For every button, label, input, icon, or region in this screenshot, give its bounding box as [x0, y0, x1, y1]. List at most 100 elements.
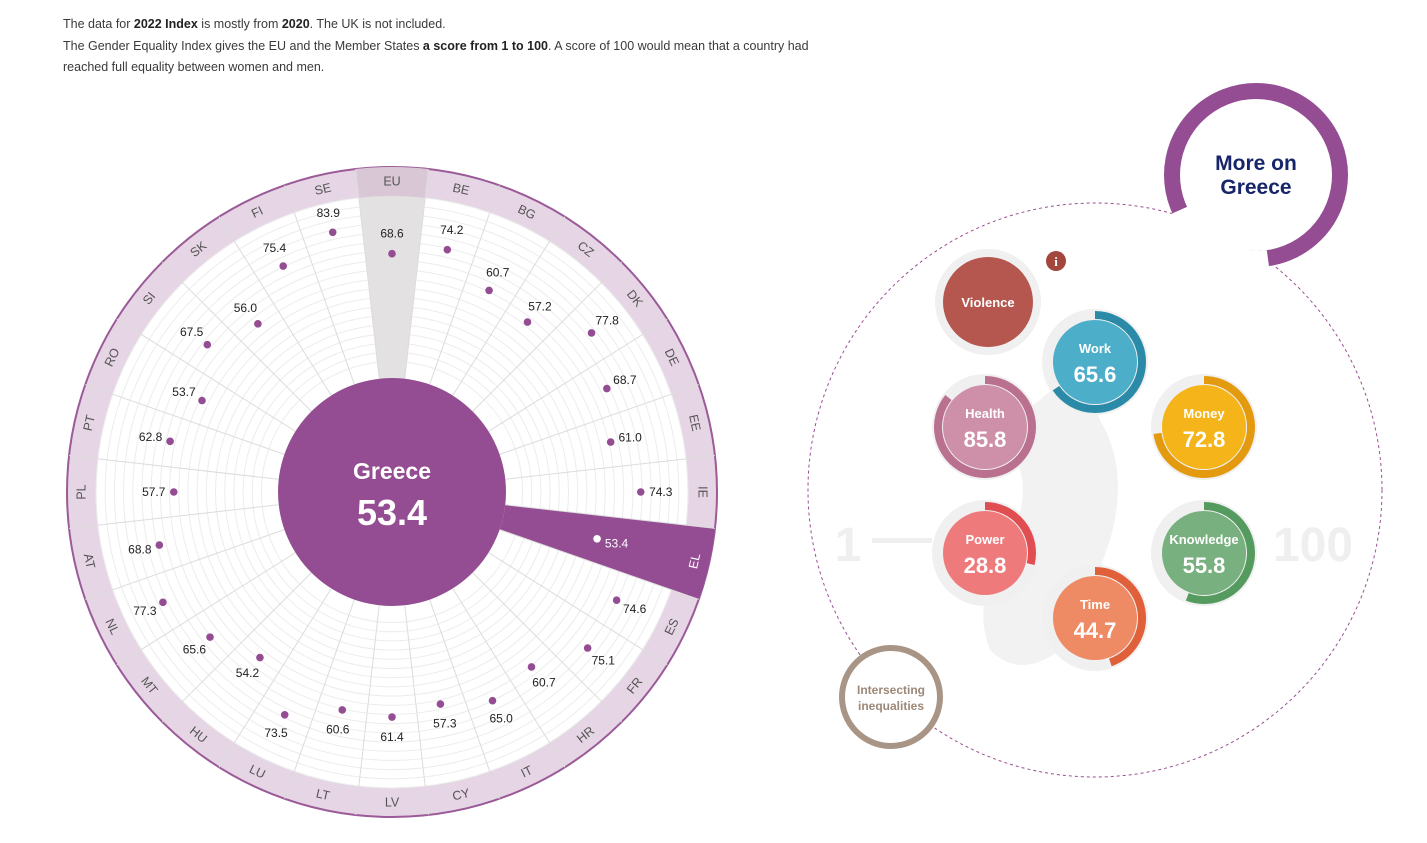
dot-eu[interactable] — [388, 249, 396, 258]
country-label-lt[interactable]: LT — [315, 786, 332, 803]
dot-ro[interactable] — [198, 396, 206, 405]
value-label-mt: 65.6 — [183, 643, 207, 657]
dot-mt[interactable] — [206, 633, 214, 641]
dot-fi[interactable] — [279, 262, 287, 270]
dot-hr[interactable] — [527, 663, 536, 671]
eu-sector[interactable] — [358, 196, 426, 379]
domain-work[interactable]: Work 65.6 — [1042, 309, 1148, 415]
country-label-pl[interactable]: PL — [75, 484, 89, 499]
sector-divider — [404, 605, 429, 816]
info-icon[interactable] — [1046, 251, 1066, 271]
domain-money-score-arc — [1153, 376, 1255, 478]
dot-el[interactable] — [593, 535, 601, 543]
value-label-lt: 60.6 — [326, 722, 350, 736]
domain-work-disc — [1053, 320, 1137, 404]
domain-knowledge-score-arc — [1185, 502, 1255, 604]
domain-money[interactable]: Money 72.8 — [1151, 374, 1257, 480]
country-label-ee[interactable]: EE — [686, 413, 703, 432]
domains-outline — [807, 202, 1383, 778]
sector-divider — [472, 261, 623, 412]
dot-pt[interactable] — [166, 437, 174, 446]
country-label-es[interactable]: ES — [662, 616, 682, 637]
sector-divider — [284, 599, 355, 799]
domain-money-disc — [1162, 385, 1246, 469]
dot-si[interactable] — [203, 340, 212, 349]
country-label-eu[interactable]: EU — [383, 175, 400, 189]
country-label-el[interactable]: EL — [686, 552, 703, 570]
dot-hu[interactable] — [256, 653, 264, 662]
value-label-it: 65.0 — [490, 712, 514, 726]
sector-divider — [68, 455, 279, 480]
dot-be[interactable] — [443, 245, 452, 254]
intersecting-ring — [839, 645, 943, 749]
dot-ie[interactable] — [636, 488, 645, 496]
value-label-hr: 60.7 — [532, 676, 556, 690]
selected-country-sector[interactable] — [497, 504, 715, 600]
info-icon-glyph: i — [1054, 254, 1058, 269]
value-label-at: 68.8 — [128, 543, 152, 557]
sector-divider — [284, 185, 355, 385]
sector-divider — [404, 168, 429, 379]
domain-violence-label: Violence — [961, 295, 1014, 310]
dot-it[interactable] — [488, 696, 497, 705]
scale-min-bar — [872, 538, 932, 543]
dot-lt[interactable] — [338, 706, 347, 714]
dot-at[interactable] — [155, 541, 164, 549]
domain-power-score-arc — [984, 502, 1036, 566]
value-label-pt: 62.8 — [139, 430, 163, 444]
value-label-be: 74.2 — [440, 223, 464, 237]
country-label-lu[interactable]: LU — [247, 762, 267, 782]
country-label-nl[interactable]: NL — [102, 616, 122, 637]
country-label-be[interactable]: BE — [451, 181, 470, 198]
domain-knowledge[interactable]: Knowledge 55.8 — [1151, 500, 1257, 606]
dot-bg[interactable] — [485, 286, 493, 295]
eu-label-sector — [355, 167, 429, 198]
intersecting-inequalities-button[interactable]: Intersecting inequalities — [839, 645, 943, 749]
sector-divider — [499, 529, 699, 600]
domain-violence[interactable]: Violence — [935, 249, 1041, 355]
country-label-pt[interactable]: PT — [81, 413, 98, 432]
dot-pl[interactable] — [169, 488, 178, 496]
country-label-se[interactable]: SE — [313, 181, 332, 198]
dot-de[interactable] — [603, 384, 611, 393]
domain-violence-disc — [943, 257, 1033, 347]
intro-line-2: The Gender Equality Index gives the EU a… — [63, 38, 809, 75]
more-on-country-button[interactable]: More on Greece — [1164, 83, 1348, 269]
sector-divider — [505, 504, 716, 529]
domain-time-value: 44.7 — [1074, 618, 1117, 643]
dot-cz[interactable] — [523, 318, 532, 326]
domain-health[interactable]: Health 85.8 — [932, 374, 1038, 480]
dot-lu[interactable] — [280, 710, 289, 719]
value-label-sk: 56.0 — [234, 301, 258, 315]
more-on-ring-gap — [1171, 206, 1270, 269]
domain-knowledge-value: 55.8 — [1183, 553, 1226, 578]
sector-divider — [218, 588, 332, 768]
country-label-de[interactable]: DE — [662, 346, 682, 368]
dot-cy[interactable] — [436, 700, 445, 708]
domain-time[interactable]: Time 44.7 — [1042, 565, 1148, 671]
value-label-lu: 73.5 — [264, 726, 288, 740]
center-disc — [278, 378, 506, 606]
sector-divider — [355, 605, 380, 816]
domain-time-score-arc — [1094, 567, 1146, 667]
value-label-cz: 57.2 — [528, 299, 552, 313]
value-label-lv: 61.4 — [380, 730, 404, 744]
dot-sk[interactable] — [254, 320, 262, 328]
value-label-bg: 60.7 — [486, 265, 510, 279]
country-label-lv[interactable]: LV — [385, 796, 400, 810]
dot-ee[interactable] — [606, 438, 615, 446]
country-label-fi[interactable]: FI — [249, 204, 265, 221]
selected-country-center[interactable]: Greece 53.4 — [278, 378, 506, 606]
dot-fr[interactable] — [583, 644, 592, 652]
country-label-at[interactable]: AT — [81, 552, 98, 570]
dot-es[interactable] — [612, 596, 621, 604]
country-label-ie[interactable]: IE — [696, 486, 710, 498]
dot-nl[interactable] — [159, 598, 167, 607]
country-label-cy[interactable]: CY — [451, 786, 472, 804]
dot-se[interactable] — [328, 228, 337, 237]
sector-divider — [85, 529, 285, 600]
value-label-cy: 57.3 — [433, 717, 457, 731]
dot-dk[interactable] — [587, 329, 596, 337]
domain-power[interactable]: Power 28.8 — [932, 500, 1038, 606]
dot-lv[interactable] — [388, 713, 396, 721]
